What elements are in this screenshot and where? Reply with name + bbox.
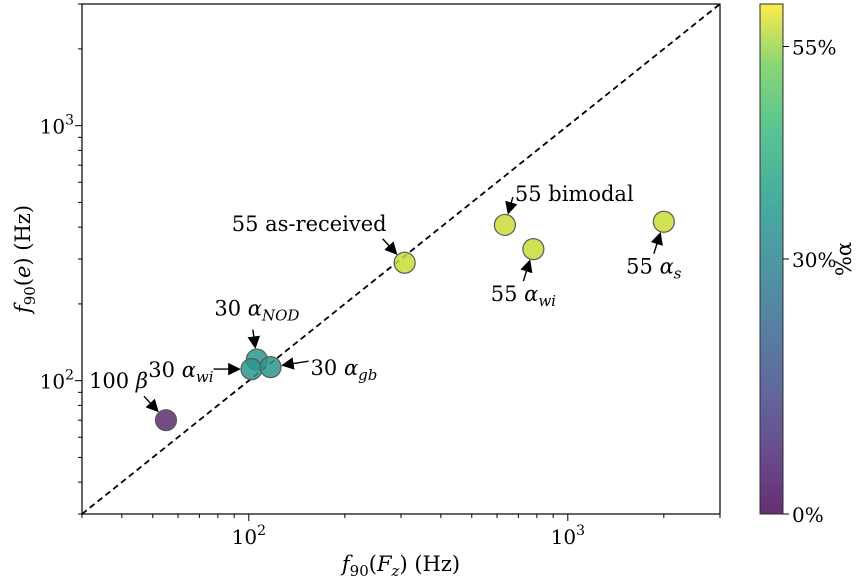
point-label: 55 as-received <box>232 212 387 236</box>
data-point <box>393 251 416 274</box>
point-label: 55 αs <box>626 255 682 283</box>
data-point <box>240 358 263 381</box>
colorbar-tick-label: 30% <box>792 248 836 272</box>
annotation-arrow <box>650 231 663 254</box>
colorbar-tick-label: 55% <box>792 36 836 60</box>
y-tick-label: 102 <box>40 368 74 394</box>
x-axis: 102 103 <box>81 514 721 549</box>
annotation-arrow <box>247 329 261 349</box>
point-label: 30 αgb <box>311 356 378 384</box>
annotation-arrow <box>520 259 533 282</box>
data-point <box>652 210 675 233</box>
data-point <box>522 238 545 261</box>
x-axis-label: f90(Fz) (Hz) <box>340 552 460 580</box>
y-axis-label: f90(e) (Hz) <box>11 205 39 315</box>
data-point <box>493 213 516 237</box>
point-label: 100 β <box>89 369 148 393</box>
colorbar-label: %α <box>832 242 856 276</box>
colorbar-tick-label: 0% <box>792 503 824 527</box>
annotation-arrow <box>143 395 159 413</box>
data-point <box>154 409 178 432</box>
data-point <box>259 356 282 379</box>
point-label: 30 αwi <box>148 358 213 386</box>
colorbar: 0% 30% 55% %α <box>759 3 856 527</box>
plot-area: 100 β 30 αNOD 30 αwi 30 αgb 55 as-received 55… <box>82 4 720 514</box>
point-label: 55 bimodal <box>515 182 634 206</box>
point-label: 55 αwi <box>491 282 556 310</box>
annotation-arrow <box>382 238 398 255</box>
reference-line <box>82 4 720 514</box>
data-points <box>154 210 675 432</box>
x-tick-label: 102 <box>232 523 266 549</box>
annotation-arrow <box>281 357 309 370</box>
annotations: 100 β 30 αNOD 30 αwi 30 αgb 55 as-received 55… <box>89 182 682 413</box>
colorbar-ticks: 0% 30% 55% <box>783 36 836 527</box>
x-tick-label: 103 <box>551 523 585 549</box>
annotation-arrow <box>505 196 518 215</box>
y-axis: 102 103 <box>40 3 82 515</box>
y-tick-label: 103 <box>40 113 74 139</box>
colorbar-gradient <box>759 3 784 515</box>
point-label: 30 αNOD <box>214 297 299 325</box>
